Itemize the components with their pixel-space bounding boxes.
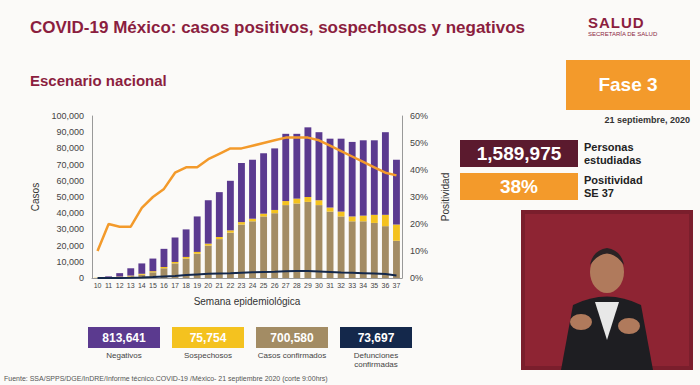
html-text:Escenario nacional: Escenario nacional	[30, 72, 167, 89]
html-text:813,641: 813,641	[102, 330, 146, 345]
html-text:75,754: 75,754	[189, 330, 227, 345]
svg-text:15: 15	[149, 282, 157, 289]
html-text:Positividad: Positividad	[584, 174, 643, 186]
svg-text:21: 21	[215, 282, 223, 289]
svg-text:16: 16	[160, 282, 168, 289]
svg-text:13: 13	[127, 282, 135, 289]
svg-text:18: 18	[182, 282, 190, 289]
svg-text:12: 12	[116, 282, 124, 289]
svg-text:36: 36	[381, 282, 389, 289]
svg-text:23: 23	[238, 282, 246, 289]
html-text:COVID-19 México: casos positiv: COVID-19 México: casos positivos, sospec…	[30, 18, 526, 37]
svg-text:90,000: 90,000	[56, 127, 84, 137]
html-text:38%: 38%	[500, 175, 538, 197]
svg-text:28: 28	[293, 282, 301, 289]
svg-text:20,000: 20,000	[56, 241, 84, 251]
html-text:21 septiembre, 2020: 21 septiembre, 2020	[604, 115, 690, 125]
svg-text:27: 27	[282, 282, 290, 289]
html-text:SALUD: SALUD	[588, 14, 645, 31]
html-text:Negativos: Negativos	[106, 351, 142, 360]
svg-text:10: 10	[94, 282, 102, 289]
svg-text:32: 32	[337, 282, 345, 289]
svg-text:10%: 10%	[410, 246, 428, 256]
svg-text:Casos: Casos	[30, 183, 41, 211]
svg-text:37: 37	[393, 282, 401, 289]
svg-text:70,000: 70,000	[56, 160, 84, 170]
svg-text:22: 22	[226, 282, 234, 289]
svg-text:20%: 20%	[410, 219, 428, 229]
svg-text:19: 19	[193, 282, 201, 289]
svg-text:80,000: 80,000	[56, 143, 84, 153]
svg-text:25: 25	[260, 282, 268, 289]
svg-text:14: 14	[138, 282, 146, 289]
html-text:Sospechosos: Sospechosos	[184, 351, 232, 360]
svg-text:50,000: 50,000	[56, 192, 84, 202]
html-text:Fuente: SSA/SPPS/DGE/InDRE/Inf: Fuente: SSA/SPPS/DGE/InDRE/Informe técni…	[4, 375, 328, 382]
svg-text:100,000: 100,000	[51, 111, 84, 121]
svg-text:34: 34	[359, 282, 367, 289]
html-text:Defunciones confirmadas: Defunciones confirmadas	[353, 351, 399, 369]
svg-text:33: 33	[348, 282, 356, 289]
svg-text:40%: 40%	[410, 165, 428, 175]
html-text:Fase 3: Fase 3	[598, 74, 658, 95]
svg-text:30%: 30%	[410, 192, 428, 202]
html-text:1,589,975: 1,589,975	[476, 142, 562, 164]
html-text:700,580: 700,580	[270, 330, 314, 345]
svg-text:26: 26	[271, 282, 279, 289]
svg-text:35: 35	[370, 282, 378, 289]
svg-text:31: 31	[326, 282, 334, 289]
svg-text:17: 17	[171, 282, 179, 289]
svg-text:0: 0	[79, 273, 84, 283]
html-text:SE 37: SE 37	[584, 187, 614, 199]
svg-text:10,000: 10,000	[56, 257, 84, 267]
svg-text:60,000: 60,000	[56, 176, 84, 186]
html-text:estudiadas: estudiadas	[584, 154, 642, 166]
html-text:Personas: Personas	[584, 141, 634, 153]
html-text:Casos confirmados: Casos confirmados	[257, 351, 327, 360]
svg-text:30: 30	[315, 282, 323, 289]
html-text:SECRETARÍA DE SALUD: SECRETARÍA DE SALUD	[588, 31, 658, 37]
svg-text:29: 29	[304, 282, 312, 289]
svg-text:40,000: 40,000	[56, 208, 84, 218]
svg-text:60%: 60%	[410, 111, 428, 121]
svg-text:50%: 50%	[410, 138, 428, 148]
svg-text:11: 11	[105, 282, 112, 289]
svg-text:Positividad: Positividad	[440, 173, 451, 221]
svg-text:20: 20	[204, 282, 212, 289]
svg-text:30,000: 30,000	[56, 224, 84, 234]
svg-text:0%: 0%	[410, 273, 423, 283]
svg-text:Semana epidemiológica: Semana epidemiológica	[194, 296, 301, 307]
html-text:73,697: 73,697	[357, 330, 395, 345]
svg-text:24: 24	[249, 282, 257, 289]
